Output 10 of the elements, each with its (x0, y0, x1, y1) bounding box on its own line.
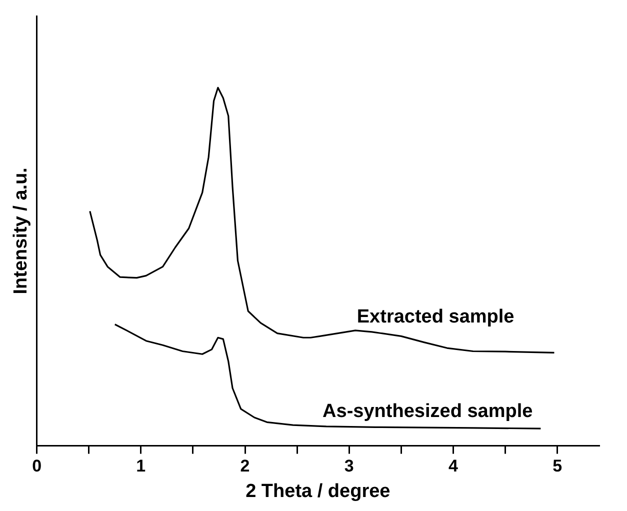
x-tick-label: 2 (240, 456, 250, 476)
x-axis-title: 2 Theta / degree (246, 480, 390, 502)
x-tick-label: 1 (136, 456, 146, 476)
series-label: Extracted sample (356, 306, 514, 328)
x-tick-label: 0 (32, 456, 42, 476)
x-tick-label: 4 (448, 456, 459, 476)
x-tick-label: 5 (552, 456, 562, 476)
series-label: As-synthesized sample (322, 401, 533, 422)
x-tick-label: 3 (344, 456, 354, 476)
y-axis-title: Intensity / a.u. (10, 168, 32, 294)
